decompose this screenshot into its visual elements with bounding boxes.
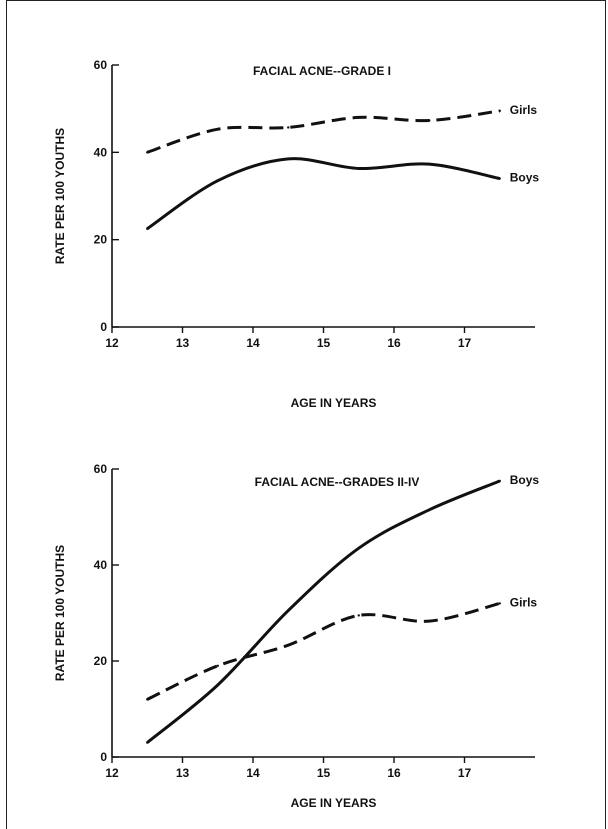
data-point-boys	[287, 609, 289, 611]
data-point-girls	[287, 644, 289, 646]
y-tick-label: 40	[94, 558, 108, 572]
x-axis-title: AGE IN YEARS	[291, 396, 377, 410]
data-point-girls	[499, 602, 501, 604]
data-point-boys	[499, 480, 501, 482]
data-point-girls	[428, 119, 430, 121]
series-label-boys: Boys	[510, 171, 540, 185]
chart-title: FACIAL ACNE--GRADES II-IV	[255, 475, 420, 489]
x-tick-label: 16	[387, 766, 401, 780]
chart-title: FACIAL ACNE--GRADE I	[253, 64, 391, 78]
chart-2: 0 20 40 60 12 13 14 15 16 17 FACIAL ACNE--GRADES I…	[53, 462, 539, 810]
data-point-girls	[358, 116, 360, 118]
series-label-girls: Girls	[510, 103, 538, 117]
y-tick-label: 60	[94, 462, 108, 476]
x-tick-label: 15	[317, 766, 331, 780]
y-tick-label: 60	[94, 58, 108, 72]
data-point-boys	[499, 177, 501, 179]
data-point-girls	[146, 151, 148, 153]
y-axis-title: RATE PER 100 YOUTHS	[53, 128, 67, 264]
x-tick-label: 14	[246, 336, 260, 350]
data-point-girls	[499, 110, 501, 112]
x-tick-label: 17	[458, 766, 472, 780]
chart-1: 0 20 40 60 12 13 14 15 16 17 FACIAL ACNE--GRADE I A…	[53, 58, 539, 410]
data-point-boys	[428, 163, 430, 165]
x-tick-label: 15	[317, 336, 331, 350]
x-tick-label: 14	[246, 766, 260, 780]
y-tick-label: 20	[94, 233, 108, 247]
data-point-girls	[287, 126, 289, 128]
y-tick-label: 0	[100, 320, 107, 334]
data-point-boys	[358, 547, 360, 549]
data-point-girls	[428, 620, 430, 622]
x-tick-label: 17	[458, 336, 472, 350]
x-tick-label: 16	[387, 336, 401, 350]
data-point-girls	[217, 128, 219, 130]
data-point-girls	[358, 614, 360, 616]
data-point-boys	[358, 167, 360, 169]
x-axis-title: AGE IN YEARS	[291, 796, 377, 810]
data-point-boys	[146, 228, 148, 230]
series-label-boys: Boys	[510, 473, 540, 487]
series-line-girls	[147, 603, 500, 699]
x-tick-label: 12	[105, 336, 119, 350]
series-line-girls	[147, 111, 500, 152]
data-point-girls	[146, 698, 148, 700]
x-tick-label: 13	[176, 336, 190, 350]
data-point-boys	[217, 684, 219, 686]
y-axis-title: RATE PER 100 YOUTHS	[53, 545, 67, 681]
y-tick-label: 20	[94, 654, 108, 668]
y-tick-label: 40	[94, 145, 108, 159]
series-line-boys	[147, 481, 500, 743]
series-label-girls: Girls	[510, 595, 538, 609]
y-tick-label: 0	[100, 750, 107, 764]
data-point-boys	[146, 741, 148, 743]
data-point-boys	[287, 158, 289, 160]
data-point-girls	[217, 665, 219, 667]
data-point-boys	[217, 180, 219, 182]
series-line-boys	[147, 159, 500, 229]
x-tick-label: 13	[176, 766, 190, 780]
data-point-boys	[428, 509, 430, 511]
x-tick-label: 12	[105, 766, 119, 780]
